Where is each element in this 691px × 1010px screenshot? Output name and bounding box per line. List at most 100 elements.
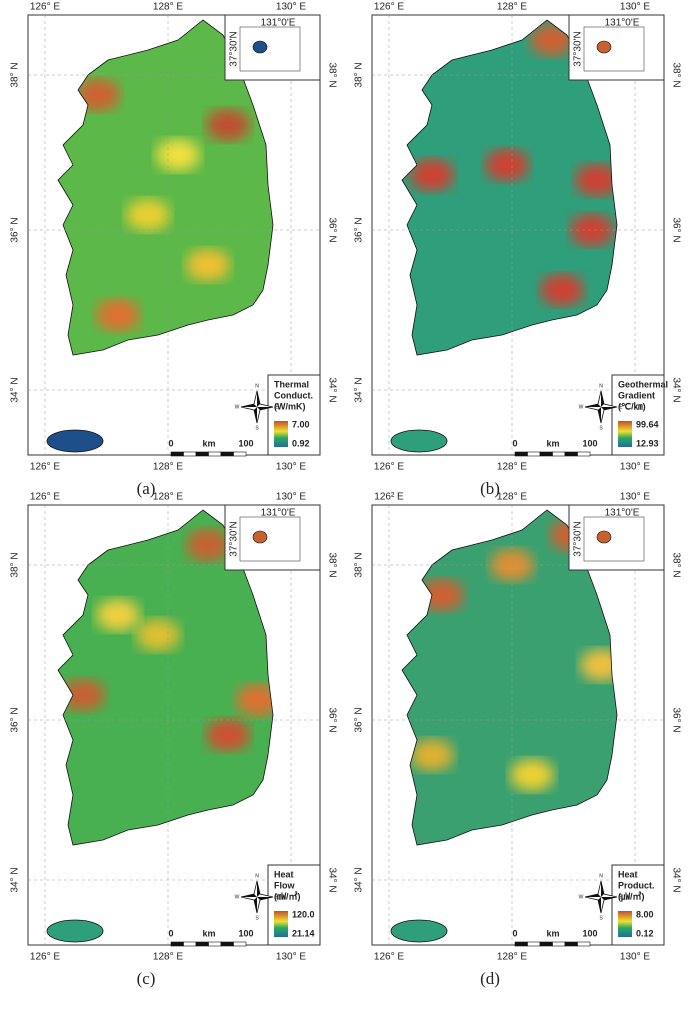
legend-title: Thermal bbox=[274, 379, 309, 389]
compass-e: E bbox=[275, 894, 279, 900]
compass-s: S bbox=[599, 915, 603, 921]
lat-label: 36° N bbox=[10, 217, 21, 242]
scale-segment bbox=[195, 941, 209, 947]
lon-label: 130° E bbox=[276, 952, 306, 963]
scale-segment bbox=[527, 941, 541, 947]
compass-n: N bbox=[599, 873, 603, 879]
scale-segment bbox=[564, 941, 578, 947]
lat-label: 36° N bbox=[326, 217, 337, 242]
lon-label: 128° E bbox=[497, 2, 527, 13]
inset-box bbox=[583, 516, 645, 562]
ulleung-island bbox=[596, 40, 612, 54]
inset-lat: 37°30'N bbox=[229, 521, 240, 556]
lat-label: 36° N bbox=[354, 217, 365, 242]
inset-lat: 37°30'N bbox=[573, 31, 584, 66]
inset-lon: 131°0'E bbox=[261, 508, 296, 519]
map-anomaly bbox=[236, 684, 273, 716]
lon-label: 126² E bbox=[374, 492, 404, 503]
legend-title: (W/mK) bbox=[274, 401, 306, 411]
legend-title: Geothermal bbox=[618, 379, 668, 389]
inset-frame bbox=[224, 504, 321, 571]
scale-segment bbox=[552, 451, 566, 457]
lat-label: 38° N bbox=[10, 552, 21, 577]
map-panel: 126² E 128° E 130° E 126° E 128° E 130° E 38° … bbox=[354, 492, 682, 988]
scale-unit: km bbox=[202, 928, 215, 938]
lat-label: 34° N bbox=[670, 867, 681, 892]
lon-label: 128° E bbox=[153, 462, 183, 473]
compass-shade bbox=[585, 391, 617, 423]
scale-zero: 0 bbox=[168, 928, 173, 938]
scale-max: 100 bbox=[582, 438, 597, 448]
scale-zero: 0 bbox=[168, 438, 173, 448]
lat-label: 34° N bbox=[354, 867, 365, 892]
legend-title: (㎼/㎥) bbox=[618, 890, 645, 902]
lat-label: 34° N bbox=[326, 867, 337, 892]
scale-segment bbox=[183, 941, 197, 947]
map-anomaly bbox=[570, 214, 614, 246]
lat-label: 38° N bbox=[326, 62, 337, 87]
map-anomaly bbox=[136, 619, 180, 651]
inset-lat: 37°30'N bbox=[229, 31, 240, 66]
scale-segment bbox=[195, 451, 209, 457]
jeju-island bbox=[390, 919, 448, 943]
compass-e: E bbox=[619, 894, 623, 900]
inset-lat: 37°30'N bbox=[573, 521, 584, 556]
lon-label: 126° E bbox=[374, 952, 404, 963]
lat-label: 34° N bbox=[10, 377, 21, 402]
legend-box bbox=[267, 374, 321, 456]
lon-label: 130° E bbox=[620, 492, 650, 503]
lat-label: 38° N bbox=[10, 62, 21, 87]
map-anomaly bbox=[96, 599, 140, 631]
lat-label: 36° N bbox=[670, 217, 681, 242]
scale-unit: km bbox=[202, 438, 215, 448]
legend-title: Conduct. bbox=[274, 390, 313, 400]
compass-n: N bbox=[255, 873, 259, 879]
map-anomaly bbox=[420, 579, 464, 611]
panel-caption: (a) bbox=[137, 479, 156, 498]
scale-segment bbox=[527, 451, 541, 457]
lat-label: 36° N bbox=[10, 707, 21, 732]
legend-max: 8.00 bbox=[636, 909, 654, 919]
scale-segment bbox=[183, 451, 197, 457]
inset-box bbox=[583, 26, 645, 72]
lat-label: 38° N bbox=[670, 62, 681, 87]
lat-label: 36° N bbox=[354, 707, 365, 732]
jeju-island bbox=[390, 429, 448, 453]
lon-label: 126° E bbox=[30, 952, 60, 963]
scale-segment bbox=[577, 941, 591, 947]
inset-box bbox=[239, 26, 301, 72]
compass-e: E bbox=[275, 404, 279, 410]
legend-colorbar bbox=[618, 911, 632, 937]
compass-w: W bbox=[235, 404, 240, 410]
lat-label: 34° N bbox=[326, 377, 337, 402]
compass: N S E W bbox=[235, 383, 280, 431]
jeju-island bbox=[46, 429, 104, 453]
compass-e: E bbox=[619, 404, 623, 410]
legend-colorbar bbox=[274, 421, 288, 447]
ulleung-island bbox=[252, 530, 268, 544]
map-anomaly bbox=[206, 109, 250, 141]
lat-label: 34° N bbox=[354, 377, 365, 402]
compass-shade bbox=[241, 391, 273, 423]
lon-label: 128° E bbox=[153, 952, 183, 963]
map-anomaly bbox=[126, 199, 170, 231]
compass-w: W bbox=[579, 404, 584, 410]
scale-segment bbox=[233, 941, 247, 947]
compass-w: W bbox=[579, 894, 584, 900]
map-anomaly bbox=[410, 159, 454, 191]
map-panel: 126° E 128° E 130° E 126° E 128° E 130° E 38° … bbox=[10, 2, 338, 498]
legend-max: 120.0 bbox=[292, 909, 315, 919]
lat-label: 38° N bbox=[354, 552, 365, 577]
lat-label: 38° N bbox=[326, 552, 337, 577]
scale-segment bbox=[539, 941, 553, 947]
legend-title: Flow bbox=[274, 880, 295, 890]
inset-lon: 131°0'E bbox=[605, 508, 640, 519]
jeju-island bbox=[46, 919, 104, 943]
compass-s: S bbox=[255, 425, 259, 431]
map-anomaly bbox=[410, 739, 454, 771]
lon-label: 130° E bbox=[620, 2, 650, 13]
map-anomaly bbox=[485, 149, 529, 181]
lat-label: 34° N bbox=[10, 867, 21, 892]
scale-segment bbox=[514, 451, 528, 457]
